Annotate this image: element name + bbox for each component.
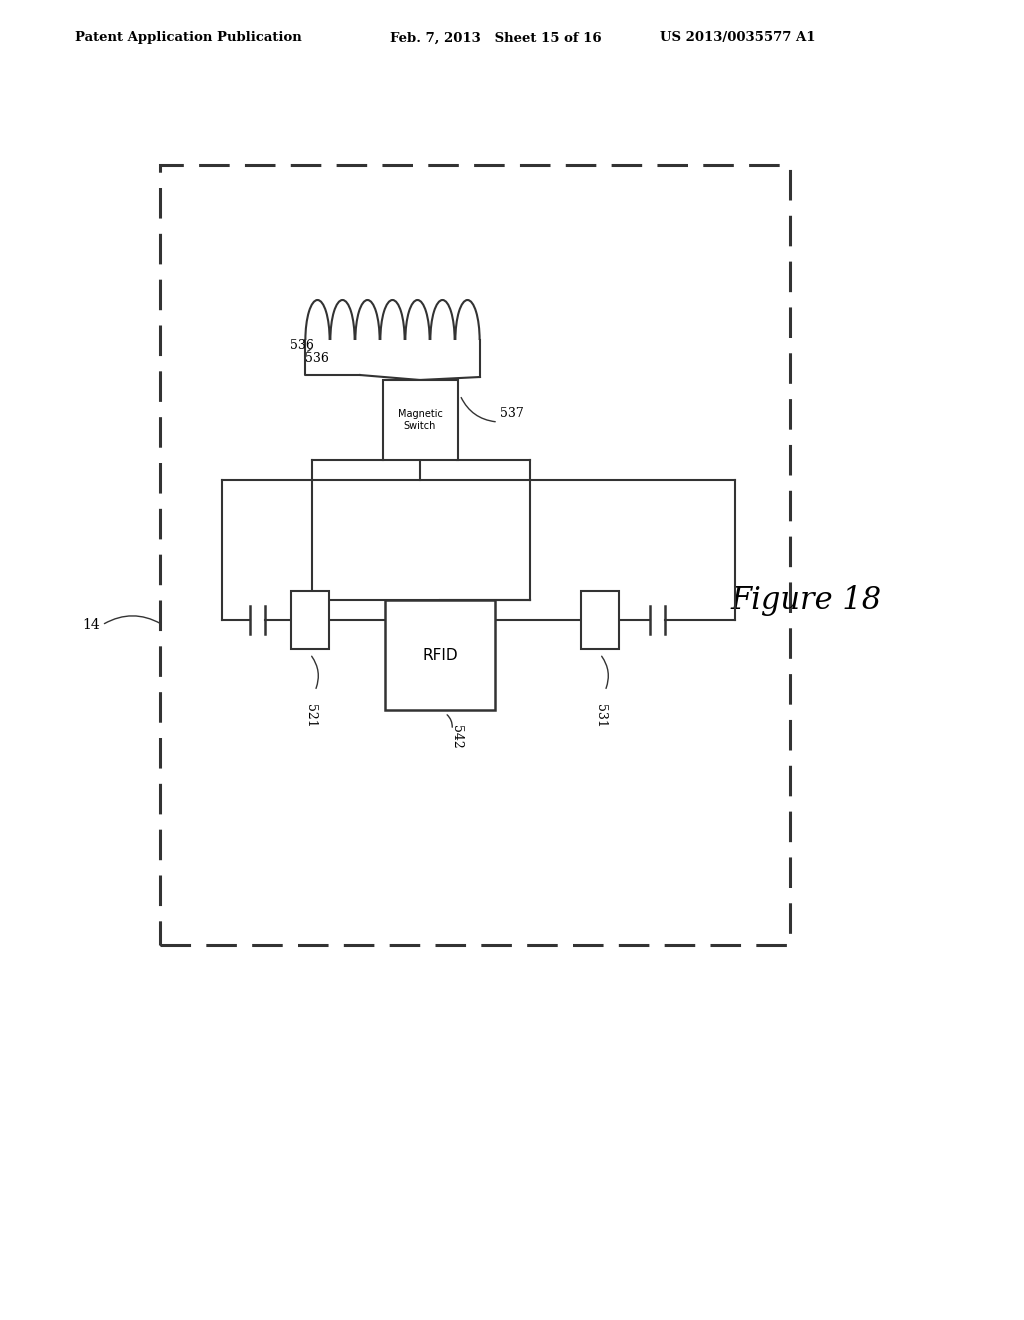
Text: 537: 537 xyxy=(500,407,523,420)
Text: 531: 531 xyxy=(594,704,606,727)
Text: Patent Application Publication: Patent Application Publication xyxy=(75,32,302,45)
Text: Figure 18: Figure 18 xyxy=(730,585,881,615)
Text: US 2013/0035577 A1: US 2013/0035577 A1 xyxy=(660,32,815,45)
Text: 542: 542 xyxy=(450,725,463,748)
Bar xyxy=(581,591,618,649)
Text: 14: 14 xyxy=(82,618,100,632)
Text: Feb. 7, 2013   Sheet 15 of 16: Feb. 7, 2013 Sheet 15 of 16 xyxy=(390,32,602,45)
Bar xyxy=(383,380,458,459)
Bar xyxy=(385,601,495,710)
Text: 521: 521 xyxy=(303,704,316,727)
Bar xyxy=(291,591,329,649)
Text: Magnetic
Switch: Magnetic Switch xyxy=(397,409,442,430)
Text: 536: 536 xyxy=(305,352,329,366)
Text: RFID: RFID xyxy=(422,648,458,663)
Text: 536: 536 xyxy=(290,339,314,352)
